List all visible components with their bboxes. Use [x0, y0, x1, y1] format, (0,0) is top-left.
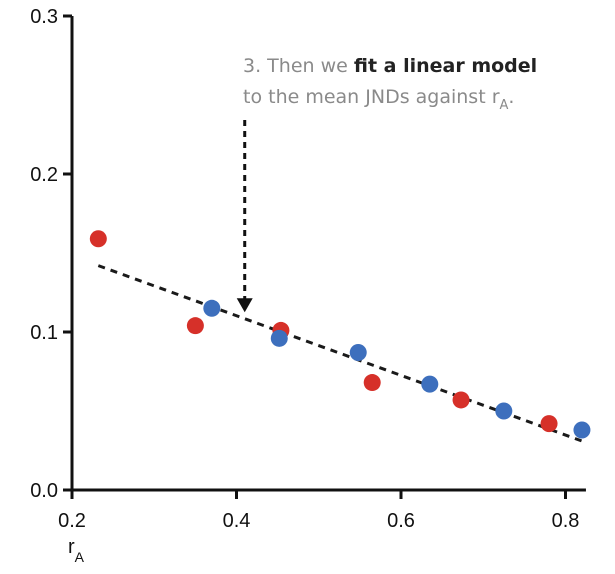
annotation-group: 3. Then we fit a linear model to the mean…: [236, 55, 537, 313]
red-data-point: [452, 391, 470, 409]
blue-data-point: [573, 421, 591, 439]
annotation-line-2: to the mean JNDs against rA.: [243, 86, 514, 113]
y-tick-label: 0.2: [30, 164, 58, 186]
annotation-line-1: 3. Then we fit a linear model: [243, 55, 537, 77]
points-group: [89, 230, 591, 439]
y-tick-label: 0.3: [30, 6, 58, 28]
red-data-point: [89, 230, 107, 248]
axes: 0.0 0.1 0.2 0.3 0.2 0.4 0.6 0.8 rA: [30, 6, 586, 565]
x-tick-label: 0.8: [552, 510, 580, 532]
blue-data-point: [495, 402, 513, 420]
blue-data-point: [203, 299, 221, 317]
blue-data-point: [349, 344, 367, 362]
red-data-point: [540, 415, 558, 433]
x-axis-label: rA: [68, 536, 85, 565]
x-tick-label: 0.6: [387, 510, 415, 532]
annotation-arrow-head: [236, 298, 253, 313]
x-tick-label: 0.2: [58, 510, 86, 532]
blue-data-point: [421, 375, 439, 393]
x-tick-label: 0.4: [223, 510, 251, 532]
red-data-point: [363, 374, 381, 392]
y-tick-label: 0.0: [30, 480, 58, 502]
red-data-point: [186, 317, 204, 335]
y-tick-label: 0.1: [30, 322, 58, 344]
blue-data-point: [270, 329, 288, 347]
